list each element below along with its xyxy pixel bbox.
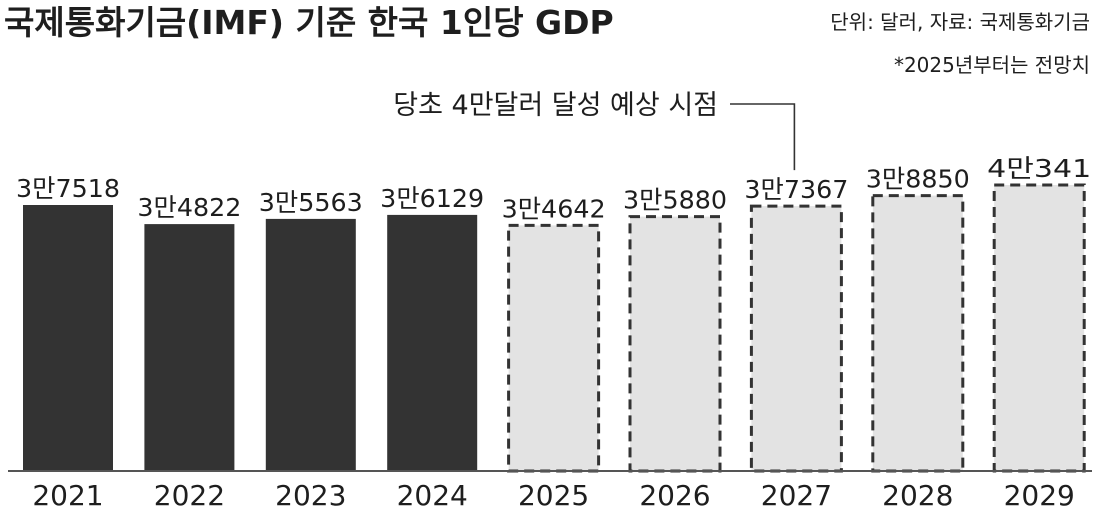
x-tick-label-2022: 2022	[154, 479, 225, 511]
chart-title: 국제통화기금(IMF) 기준 한국 1인당 GDP	[4, 3, 614, 42]
x-tick-label-2027: 2027	[761, 479, 832, 511]
x-tick-label-2025: 2025	[518, 479, 589, 511]
value-label-2024: 3만6129	[380, 184, 484, 213]
bar-2026	[628, 215, 722, 473]
x-tick-label-2029: 2029	[1004, 479, 1075, 511]
annotation-label: 당초 4만달러 달성 예상 시점	[393, 90, 718, 121]
x-tick-label-2021: 2021	[32, 479, 103, 511]
bar-2022	[144, 224, 235, 471]
x-tick-label-2026: 2026	[639, 479, 710, 511]
unit-source-note: 단위: 달러, 자료: 국제통화기금	[830, 10, 1090, 34]
value-label-2022: 3만4822	[137, 193, 241, 222]
bar-2024	[387, 214, 478, 471]
value-label-2029: 4만341	[987, 154, 1091, 183]
bar-2029	[992, 183, 1086, 473]
value-label-2026: 3만5880	[623, 186, 727, 215]
x-tick-label-2024: 2024	[397, 479, 468, 511]
x-tick-label-2023: 2023	[275, 479, 346, 511]
value-label-2028: 3만8850	[866, 165, 970, 194]
bar-2028	[871, 194, 965, 473]
bar-2025	[507, 223, 601, 473]
value-label-2025: 3만4642	[502, 194, 606, 223]
value-label-2023: 3만5563	[259, 188, 363, 217]
bars-group: 3만7518 2021 3만4822 2022 3만5563 2023 3만6129 2024…	[16, 154, 1091, 511]
bar-2027	[749, 204, 843, 473]
x-tick-label-2028: 2028	[882, 479, 953, 511]
forecast-note: *2025년부터는 전망치	[894, 53, 1090, 77]
bar-2023	[265, 218, 356, 471]
value-label-2027: 3만7367	[744, 175, 848, 204]
value-label-2021: 3만7518	[16, 174, 120, 203]
annotation-leader-line	[730, 103, 796, 171]
bar-2021	[23, 205, 113, 471]
